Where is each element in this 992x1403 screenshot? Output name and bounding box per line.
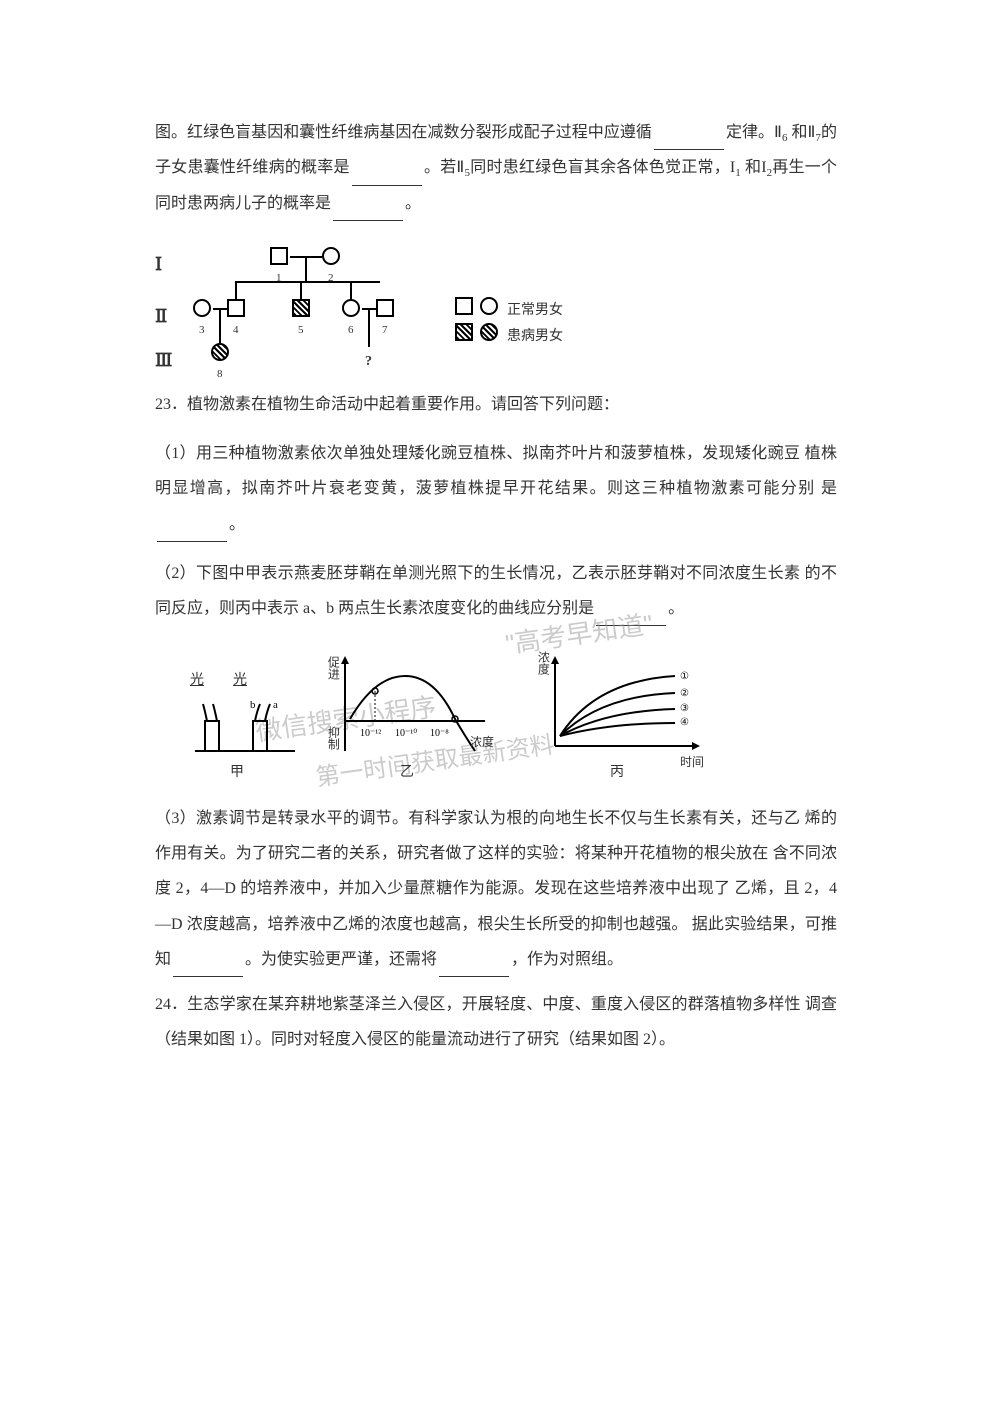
- bing-svg: ① ② ③ ④: [535, 651, 705, 761]
- ped-num-1: 1: [276, 266, 282, 290]
- ped-num-2: 2: [328, 266, 334, 290]
- svg-text:②: ②: [680, 688, 689, 699]
- ped-num-5: 5: [298, 318, 304, 342]
- gen-label-2: Ⅱ: [155, 297, 167, 337]
- q24-paragraph: 24．生态学家在某弃耕地紫茎泽兰入侵区，开展轻度、中度、重度入侵区的群落植物多样…: [155, 987, 837, 1057]
- ped-vline-3b: [368, 309, 370, 347]
- ped-i1-square: [270, 247, 288, 265]
- blank-6: [173, 958, 243, 977]
- bing-nong-label: 浓度: [530, 651, 556, 675]
- yi-label: 乙: [400, 758, 414, 789]
- q23-p1-l3a: 是: [821, 480, 837, 497]
- intro-text-6: 同时患红绿色盲其余各体色觉正常，I: [470, 159, 735, 176]
- q23-part3: （3）激素调节是转录水平的调节。有科学家认为根的向地生长不仅与生长素有关，还与乙…: [155, 801, 837, 977]
- svg-text:①: ①: [680, 671, 689, 682]
- gen-label-1: Ⅰ: [155, 245, 162, 285]
- svg-text:a: a: [273, 699, 278, 711]
- ped-i2-circle: [322, 247, 340, 265]
- blank-2: [352, 167, 422, 186]
- intro-text-9: 。: [405, 195, 421, 212]
- ped-question-mark: ?: [365, 347, 372, 378]
- intro-text-5: 。若Ⅱ: [424, 159, 465, 176]
- blank-1: [654, 131, 724, 150]
- bing-shi-label: 时间: [680, 749, 704, 775]
- intro-text-2: 定律。Ⅱ: [726, 124, 782, 141]
- ped-iii8-circle-hatched: [211, 343, 229, 361]
- svg-text:10⁻¹⁰: 10⁻¹⁰: [395, 728, 417, 739]
- ped-num-4: 4: [233, 318, 239, 342]
- yi-nong-label: 浓度: [470, 729, 494, 755]
- bing-section: ① ② ③ ④ 浓度 时间 丙: [535, 651, 705, 774]
- chart-diagram: "高考早知道" 微信搜索小程序 第一时间获取最新资料 a b 光 光 甲: [195, 636, 755, 786]
- q24-l1: 24．生态学家在某弃耕地紫茎泽兰入侵区，开展轻度、中度、重度入侵区的群落植物多样…: [155, 996, 801, 1013]
- jia-label: 甲: [230, 758, 244, 789]
- legend-square: [455, 297, 473, 315]
- sub-4: 1: [735, 168, 741, 180]
- ped-vline-1: [305, 257, 307, 281]
- yi-section: 10⁻¹² 10⁻¹⁰ 10⁻⁸ 促进 抑制 浓度 乙: [325, 651, 495, 774]
- q23-title: 23．植物激素在植物生命活动中起着重要作用。请回答下列问题：: [155, 387, 837, 422]
- sub-1: 6: [782, 132, 788, 144]
- guang-label-1: 光: [190, 666, 204, 697]
- q23-p1-l3b: 。: [229, 516, 245, 533]
- intro-text-3: 和Ⅱ: [791, 124, 815, 141]
- svg-text:10⁻⁸: 10⁻⁸: [430, 728, 449, 739]
- svg-text:10⁻¹²: 10⁻¹²: [360, 728, 381, 739]
- intro-paragraph: 图。红绿色盲基因和囊性纤维病基因在减数分裂形成配子过程中应遵循定律。Ⅱ6 和Ⅱ7…: [155, 115, 837, 221]
- q23-part2: （2）下图中甲表示燕麦胚芽鞘在单测光照下的生长情况，乙表示胚芽鞘对不同浓度生长素…: [155, 556, 837, 626]
- q23-p3-l5c: ，作为对照组。: [511, 951, 623, 968]
- q23-part1: （1）用三种植物激素依次单独处理矮化豌豆植株、拟南芥叶片和菠萝植株，发现矮化豌豆…: [155, 436, 837, 542]
- ped-ii3-circle: [193, 299, 211, 317]
- pedigree-diagram: Ⅰ Ⅱ Ⅲ 1 2 3 4 5 6 7 8 ? 正常男女 患病男女: [155, 239, 575, 369]
- q23-p3-l5b: 。为使实验更严谨，还需将: [245, 951, 437, 968]
- svg-text:④: ④: [680, 717, 689, 728]
- guang-label-2: 光: [233, 666, 247, 697]
- blank-5: [596, 607, 666, 626]
- intro-text-7: 和I: [745, 159, 767, 176]
- ped-ii6-circle: [342, 299, 360, 317]
- blank-4: [157, 523, 227, 542]
- blank-3: [333, 202, 403, 221]
- ped-ii5-square-hatched: [292, 299, 310, 317]
- ped-num-6: 6: [348, 318, 354, 342]
- ped-vline-2a: [235, 281, 237, 299]
- yi-cu-label: 促进: [320, 656, 346, 680]
- intro-text-1: 图。红绿色盲基因和囊性纤维病基因在减数分裂形成配子过程中应遵循: [155, 124, 652, 141]
- legend-circle: [480, 297, 498, 315]
- ped-num-7: 7: [382, 318, 388, 342]
- gen-label-3: Ⅲ: [155, 341, 172, 381]
- jia-section: a b 光 光 甲: [195, 686, 295, 779]
- q23-p2-l1: （2）下图中甲表示燕麦胚芽鞘在单测光照下的生长情况，乙表示胚芽鞘对不同浓度生长素: [155, 565, 800, 582]
- ped-num-3: 3: [199, 318, 205, 342]
- ped-vline-3a: [219, 309, 221, 343]
- ped-hline-1: [235, 281, 380, 283]
- ped-num-8: 8: [217, 362, 223, 386]
- legend-affected-text: 患病男女: [507, 322, 563, 353]
- ped-ii7-square: [376, 299, 394, 317]
- q23-p3-l1: （3）激素调节是转录水平的调节。有科学家认为根的向地生长不仅与生长素有关，还与乙: [155, 810, 800, 827]
- blank-7: [439, 958, 509, 977]
- legend-square-hatched: [455, 323, 473, 341]
- q23-p1-l1: （1）用三种植物激素依次单独处理矮化豌豆植株、拟南芥叶片和菠萝植株，发现矮化豌豆: [155, 445, 800, 462]
- ped-vline-2b: [300, 281, 302, 299]
- ped-vline-2c: [350, 281, 352, 299]
- yi-yi-label: 抑制: [320, 726, 346, 750]
- svg-text:b: b: [250, 699, 256, 711]
- svg-text:③: ③: [680, 703, 689, 714]
- bing-label: 丙: [610, 758, 624, 789]
- legend-circle-hatched: [480, 323, 498, 341]
- jia-svg: a b: [195, 686, 295, 766]
- q23-p2-l2b: 。: [668, 600, 684, 617]
- ped-ii4-square: [227, 299, 245, 317]
